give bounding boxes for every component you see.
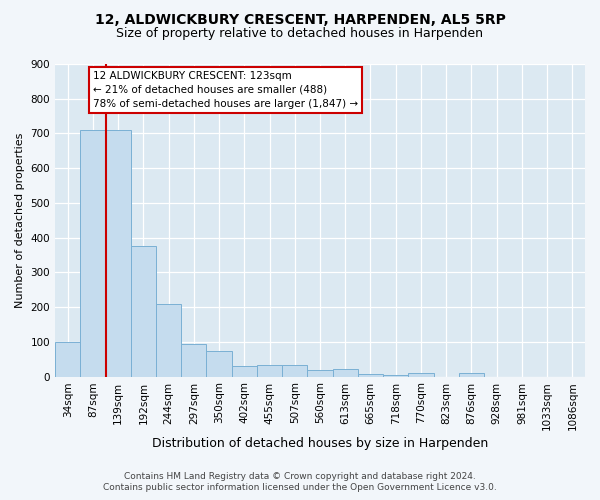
Bar xyxy=(156,304,181,376)
Bar xyxy=(257,366,282,376)
Text: Contains HM Land Registry data © Crown copyright and database right 2024.
Contai: Contains HM Land Registry data © Crown c… xyxy=(103,472,497,492)
Bar xyxy=(232,366,257,376)
Bar xyxy=(131,246,156,376)
Bar xyxy=(80,130,106,376)
Bar xyxy=(55,342,80,376)
Bar xyxy=(358,374,383,376)
Text: 12, ALDWICKBURY CRESCENT, HARPENDEN, AL5 5RP: 12, ALDWICKBURY CRESCENT, HARPENDEN, AL5… xyxy=(95,12,505,26)
Bar xyxy=(459,373,484,376)
Y-axis label: Number of detached properties: Number of detached properties xyxy=(15,132,25,308)
Text: Size of property relative to detached houses in Harpenden: Size of property relative to detached ho… xyxy=(116,28,484,40)
Bar xyxy=(383,375,409,376)
Bar xyxy=(106,130,131,376)
Bar xyxy=(282,366,307,376)
X-axis label: Distribution of detached houses by size in Harpenden: Distribution of detached houses by size … xyxy=(152,437,488,450)
Bar xyxy=(307,370,332,376)
Bar xyxy=(181,344,206,376)
Bar xyxy=(332,369,358,376)
Bar xyxy=(409,373,434,376)
Bar xyxy=(206,350,232,376)
Text: 12 ALDWICKBURY CRESCENT: 123sqm
← 21% of detached houses are smaller (488)
78% o: 12 ALDWICKBURY CRESCENT: 123sqm ← 21% of… xyxy=(93,71,358,109)
